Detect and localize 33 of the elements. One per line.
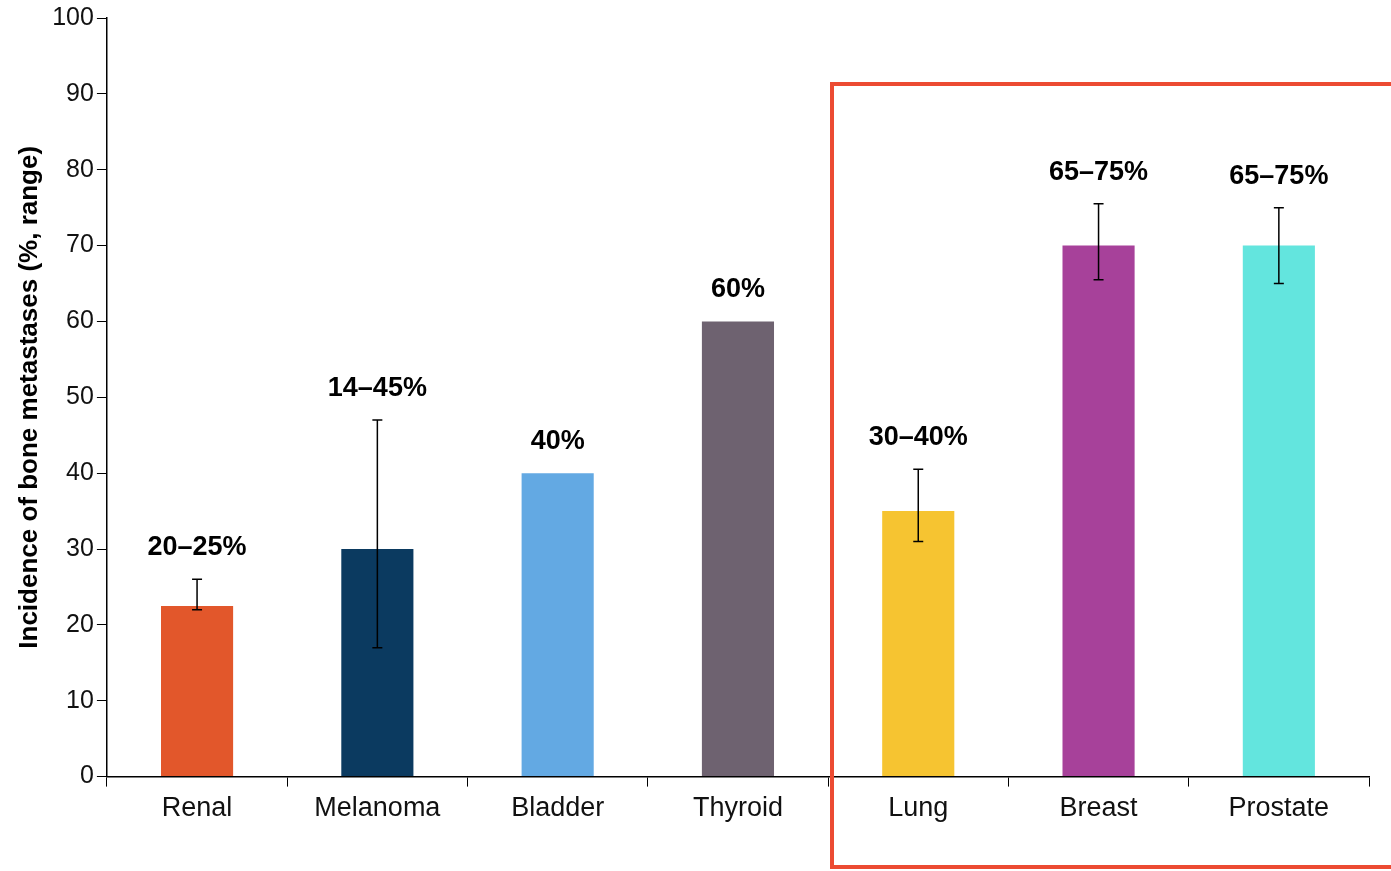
y-tick-label: 20 bbox=[66, 608, 94, 637]
x-tick-label: Melanoma bbox=[314, 792, 442, 823]
x-tick-label: Bladder bbox=[511, 792, 605, 823]
y-tick-label: 70 bbox=[66, 229, 94, 258]
annotation: 65–75% bbox=[1229, 159, 1329, 190]
bar bbox=[341, 549, 414, 777]
y-tick-label: 90 bbox=[66, 77, 94, 106]
y-tick-label: 50 bbox=[66, 381, 94, 410]
annotation: 65–75% bbox=[1049, 155, 1149, 186]
annotation: 14–45% bbox=[327, 372, 427, 403]
bar bbox=[701, 321, 775, 777]
y-axis-title: Incidence of bone metastases (%, range) bbox=[12, 145, 43, 649]
bar bbox=[1062, 245, 1135, 777]
annotation: 30–40% bbox=[868, 421, 968, 452]
y-tick-label: 80 bbox=[66, 153, 94, 182]
annotation: 40% bbox=[530, 425, 585, 456]
x-tick-label: Prostate bbox=[1228, 792, 1330, 823]
annotation: 20–25% bbox=[147, 531, 247, 562]
x-tick-label: Thyroid bbox=[692, 792, 783, 823]
bar bbox=[521, 473, 594, 777]
bar bbox=[161, 605, 234, 777]
annotation: 60% bbox=[710, 273, 765, 304]
y-tick-label: 10 bbox=[66, 684, 94, 713]
y-tick-label: 40 bbox=[66, 457, 94, 486]
y-tick-label: 100 bbox=[52, 1, 94, 30]
y-tick-label: 30 bbox=[66, 532, 94, 561]
bar bbox=[882, 511, 955, 777]
y-tick-label: 60 bbox=[66, 305, 94, 334]
x-tick-label: Lung bbox=[888, 792, 949, 823]
x-tick-label: Breast bbox=[1059, 792, 1139, 823]
bar bbox=[1242, 245, 1315, 777]
x-tick-label: Renal bbox=[161, 792, 233, 823]
y-tick-label: 0 bbox=[80, 760, 94, 789]
